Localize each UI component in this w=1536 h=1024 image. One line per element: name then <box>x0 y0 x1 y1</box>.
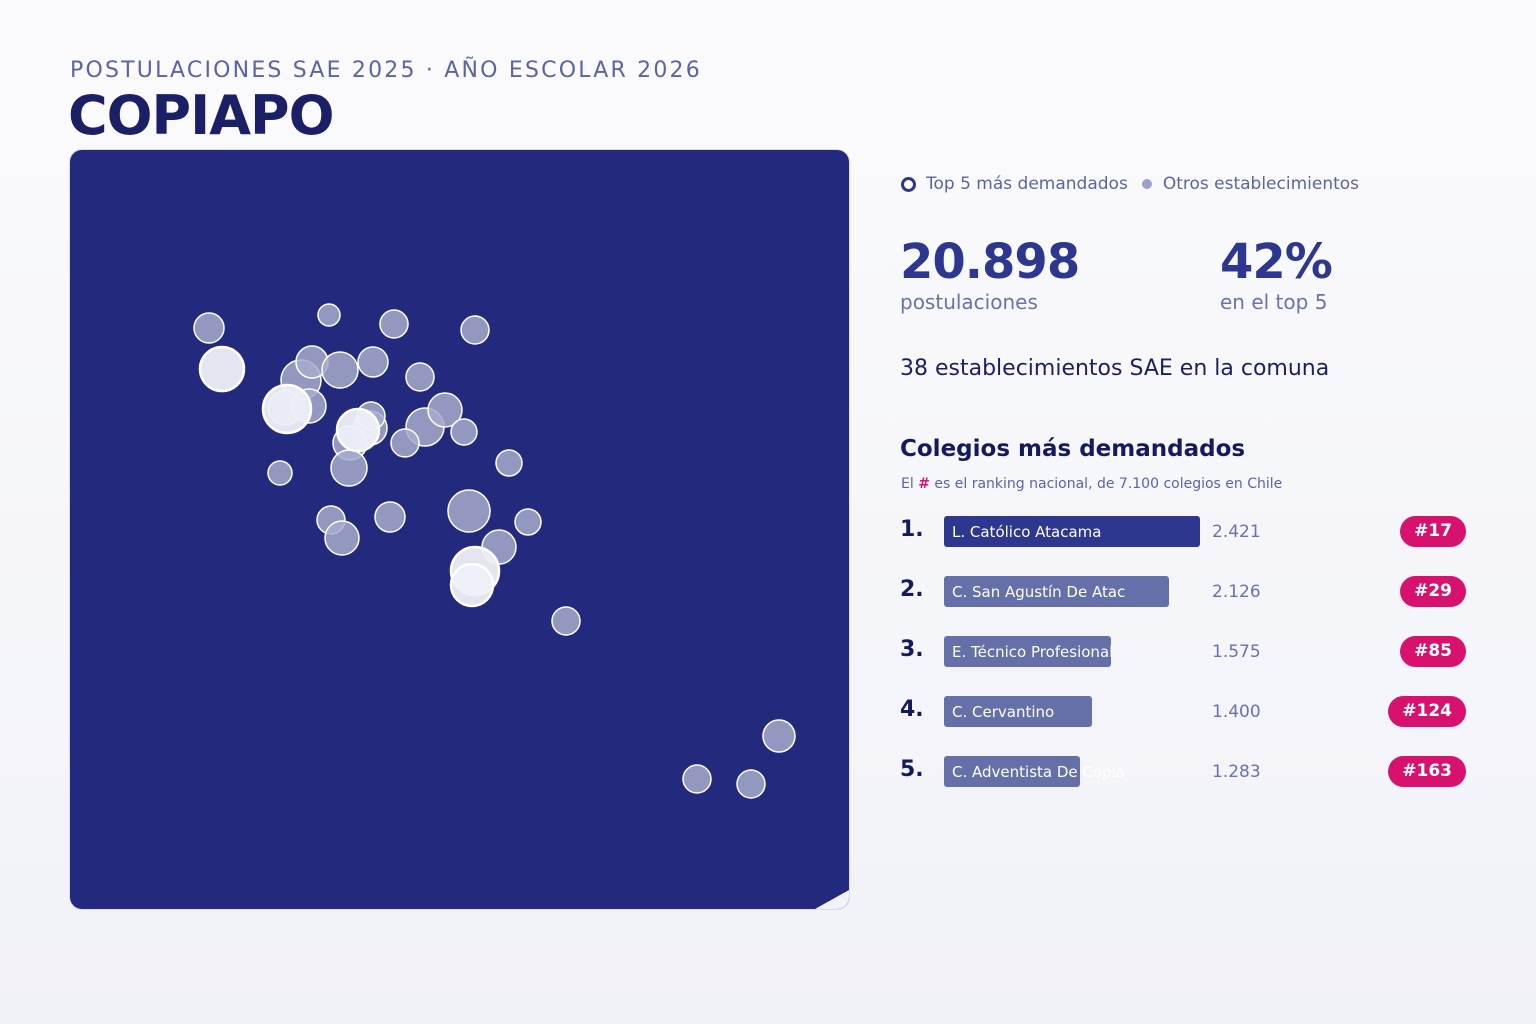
map-panel[interactable] <box>70 150 849 909</box>
ranking-subtitle-suffix: es el ranking nacional, de 7.100 colegio… <box>934 476 1283 492</box>
top5-share-label: en el top 5 <box>1220 290 1328 314</box>
school-name: E. Técnico Profesional <box>952 643 1114 661</box>
ranking-subtitle: El # es el ranking nacional, de 7.100 co… <box>901 476 1282 492</box>
school-marker[interactable] <box>762 719 796 753</box>
ranking-row[interactable]: 1. L. Católico Atacama 2.421 #17 <box>900 515 1466 575</box>
national-rank-badge: #29 <box>1400 576 1466 607</box>
school-marker[interactable] <box>682 764 712 794</box>
national-rank-badge: #124 <box>1388 696 1466 727</box>
other-dot-icon <box>1141 179 1152 189</box>
top5-share-stat: 42% en el top 5 <box>1220 232 1333 314</box>
ranking-subtitle-prefix: El <box>901 476 914 492</box>
school-marker[interactable] <box>193 312 225 344</box>
school-name: C. Cervantino <box>952 703 1055 721</box>
school-marker[interactable] <box>450 418 478 446</box>
school-marker[interactable] <box>495 449 523 477</box>
top5-school-marker[interactable] <box>261 383 313 435</box>
top5-school-marker[interactable] <box>198 345 246 393</box>
rank-number: 4. <box>900 697 924 722</box>
rank-bar <box>944 576 1169 607</box>
legend-others-label: Otros establecimientos <box>1162 174 1360 194</box>
school-name: C. Adventista De Copia <box>952 763 1125 781</box>
ranking-title: Colegios más demandados <box>900 436 1246 462</box>
ranking-subtitle-hash: # <box>918 476 930 492</box>
applications-count: 1.283 <box>1212 762 1261 782</box>
applications-count: 1.575 <box>1212 642 1261 662</box>
ranking-row[interactable]: 4. C. Cervantino 1.400 #124 <box>900 695 1466 755</box>
top5-school-marker[interactable] <box>335 407 381 453</box>
ranking-row[interactable]: 5. C. Adventista De Copia 1.283 #163 <box>900 755 1466 815</box>
top5-ring-icon <box>901 176 916 192</box>
school-marker[interactable] <box>317 303 341 327</box>
school-marker[interactable] <box>447 489 491 533</box>
national-rank-badge: #17 <box>1400 516 1466 547</box>
rank-number: 2. <box>900 577 924 602</box>
school-name: L. Católico Atacama <box>952 523 1102 541</box>
school-marker[interactable] <box>390 428 420 458</box>
ranking-list: 1. L. Católico Atacama 2.421 #17 2. C. S… <box>900 515 1466 815</box>
school-marker[interactable] <box>321 351 359 389</box>
applications-label: postulaciones <box>900 290 1038 314</box>
school-marker[interactable] <box>427 392 463 428</box>
school-marker[interactable] <box>324 520 360 556</box>
school-marker[interactable] <box>267 460 293 486</box>
school-marker[interactable] <box>405 362 435 392</box>
national-rank-badge: #85 <box>1400 636 1466 667</box>
legend-top5-label: Top 5 más demandados <box>926 174 1128 194</box>
school-marker[interactable] <box>379 309 409 339</box>
rank-number: 3. <box>900 637 924 662</box>
top5-share-value: 42% <box>1220 234 1333 290</box>
rank-number: 1. <box>900 517 924 542</box>
applications-count: 1.400 <box>1212 702 1261 722</box>
ranking-row[interactable]: 3. E. Técnico Profesional 1.575 #85 <box>900 635 1466 695</box>
applications-value: 20.898 <box>900 234 1080 290</box>
school-map <box>193 303 849 909</box>
ranking-row[interactable]: 2. C. San Agustín De Atac 2.126 #29 <box>900 575 1466 635</box>
rank-bar <box>944 756 1080 787</box>
school-marker[interactable] <box>551 606 581 636</box>
national-rank-badge: #163 <box>1388 756 1466 787</box>
map-edge-shape <box>815 890 849 909</box>
applications-count: 2.126 <box>1212 582 1261 602</box>
applications-count: 2.421 <box>1212 522 1261 542</box>
city-title: COPIAPO <box>68 84 334 147</box>
school-marker[interactable] <box>460 315 490 345</box>
school-marker[interactable] <box>357 346 389 378</box>
top5-school-marker[interactable] <box>449 562 495 608</box>
map-legend: Top 5 más demandados Otros establecimien… <box>901 174 1359 194</box>
rank-bar <box>944 516 1200 547</box>
school-marker[interactable] <box>374 501 406 533</box>
school-marker[interactable] <box>736 769 766 799</box>
applications-stat: 20.898 postulaciones <box>900 232 1080 314</box>
school-name: C. San Agustín De Atac <box>952 583 1126 601</box>
rank-bar <box>944 636 1111 667</box>
kicker-title: POSTULACIONES SAE 2025 · AÑO ESCOLAR 202… <box>70 58 702 83</box>
school-marker[interactable] <box>514 508 542 536</box>
rank-number: 5. <box>900 757 924 782</box>
schools-count: 38 establecimientos SAE en la comuna <box>900 356 1330 381</box>
school-marker[interactable] <box>330 449 368 487</box>
rank-bar <box>944 696 1092 727</box>
